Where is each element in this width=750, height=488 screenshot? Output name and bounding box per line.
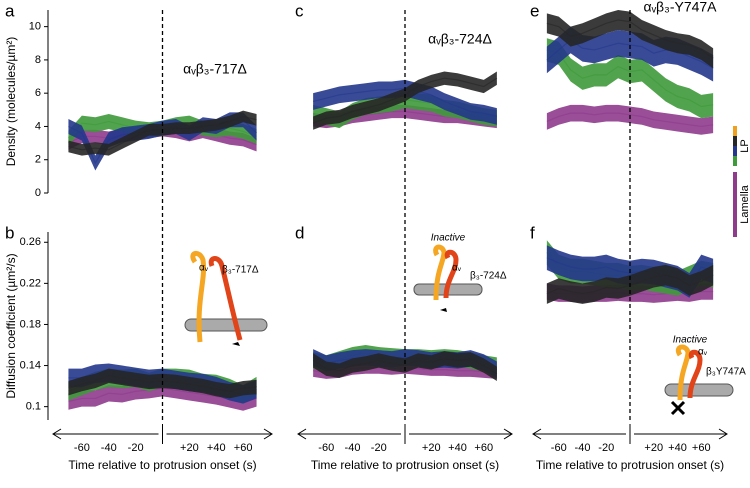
panel-title: αᵥβ₃-724Δ [428, 31, 492, 47]
x-tick-label: +20 [644, 442, 663, 454]
x-tick-label: -20 [128, 442, 144, 454]
x-tick-label: +60 [474, 442, 493, 454]
mean-line [68, 375, 257, 392]
error-band [546, 10, 714, 69]
arrow-left [297, 428, 401, 440]
mean-line [312, 357, 498, 375]
x-tick-label: +40 [448, 442, 467, 454]
error-band [546, 104, 714, 135]
panel-letter: f [530, 223, 535, 242]
y-tick-label: 4 [35, 120, 41, 132]
error-band [313, 71, 497, 130]
y-tick-label: 6 [35, 87, 41, 99]
panel-letter: d [295, 223, 304, 242]
arrow-left [532, 428, 626, 440]
panel-letter: a [5, 1, 15, 20]
y-tick-label: 2 [35, 154, 41, 166]
x-axis-label: Time relative to protrusion onset (s) [311, 458, 499, 472]
integrin-diagram-d [413, 244, 483, 312]
legend-label: LP [739, 139, 750, 152]
y-tick-label: 0.22 [20, 277, 41, 289]
legend-swatch [733, 172, 737, 237]
arrow-right [409, 428, 513, 440]
annotation: αᵥ [452, 263, 462, 274]
mean-line [546, 112, 714, 128]
error-band [313, 79, 497, 125]
x-tick-label: +40 [668, 442, 687, 454]
x-tick-label: +60 [692, 442, 711, 454]
y-tick-label: 0 [35, 187, 41, 199]
panel-letter: b [5, 223, 14, 242]
integrin-diagram-f [664, 344, 734, 416]
integrin-diagram-b [184, 251, 268, 346]
legend-swatch [733, 156, 737, 166]
x-tick-label: +60 [234, 442, 253, 454]
annotation: β₃-724Δ [470, 271, 507, 282]
legend-swatch [733, 136, 737, 146]
x-tick-label: -20 [371, 442, 387, 454]
arrow-right [166, 428, 273, 440]
y-axis-label: Diffusion coefficient (µm²/s) [4, 253, 18, 398]
mean-line [546, 49, 714, 108]
y-tick-label: 8 [35, 54, 41, 66]
y-axis-label: Density (molecules/µm²) [4, 37, 18, 167]
mean-line [546, 19, 714, 59]
annotation: β₃Y747A [706, 367, 746, 378]
y-tick-label: 0.26 [20, 236, 41, 248]
x-tick-label: -60 [318, 442, 334, 454]
error-band [546, 38, 714, 119]
x-tick-label: -60 [74, 442, 90, 454]
x-tick-label: +20 [180, 442, 199, 454]
y-tick-label: 0.18 [20, 318, 41, 330]
arrow-right [634, 428, 728, 440]
annotation: Inactive [673, 335, 708, 346]
legend-label: Lamella [739, 184, 750, 223]
y-tick-label: 0.1 [26, 401, 41, 413]
annotation: αᵥ [199, 263, 209, 274]
panel-title: αᵥβ₃-Y747A [643, 0, 717, 15]
y-tick-label: 0.14 [20, 359, 41, 371]
panel-letter: c [295, 1, 304, 20]
x-tick-label: -40 [575, 442, 591, 454]
x-axis-label: Time relative to protrusion onset (s) [536, 458, 724, 472]
annotation: αᵥ [698, 347, 708, 358]
legend-swatch [733, 146, 737, 156]
error-band [68, 110, 257, 156]
x-tick-label: +40 [207, 442, 226, 454]
annotation: β₃-717Δ [222, 265, 259, 276]
x-tick-label: +20 [422, 442, 441, 454]
x-tick-label: -40 [345, 442, 361, 454]
x-axis-label: Time relative to protrusion onset (s) [68, 458, 256, 472]
x-tick-label: -60 [551, 442, 567, 454]
y-tick-label: 10 [29, 21, 41, 33]
panel-title: αᵥβ₃-717Δ [183, 61, 247, 77]
panel-letter: e [530, 1, 539, 20]
annotation: Inactive [431, 233, 466, 244]
x-tick-label: -40 [101, 442, 117, 454]
arrow-left [52, 428, 159, 440]
legend-swatch [733, 126, 737, 136]
x-tick-label: -20 [598, 442, 614, 454]
